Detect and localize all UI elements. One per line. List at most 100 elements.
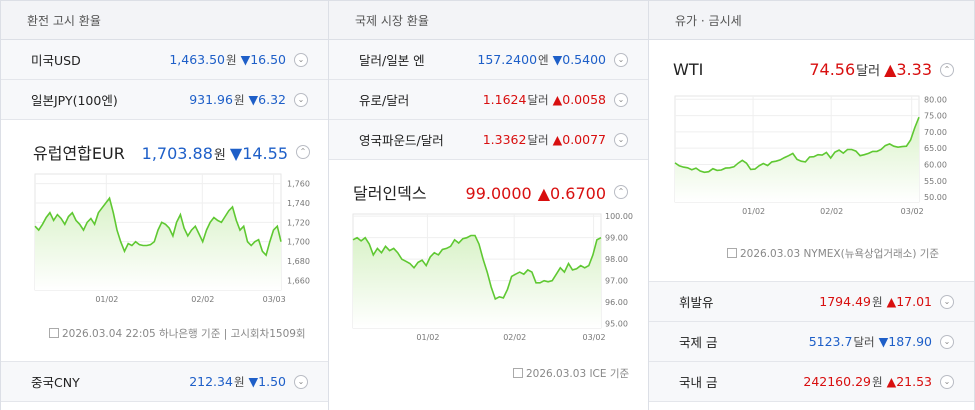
series-area <box>35 198 281 290</box>
down-arrow-icon: ▼ <box>552 52 563 67</box>
commodity-unit: 원 <box>871 294 883 309</box>
rate-change: 0.0058 <box>562 92 606 107</box>
expand-chevron-icon[interactable]: ⌄ <box>940 374 954 389</box>
y-tick-label: 100.00 <box>605 212 633 221</box>
y-tick-label: 55.00 <box>924 177 947 186</box>
up-arrow-icon: ▲ <box>884 60 897 79</box>
rate-row-cny[interactable]: 중국CNY 212.34 원 ▼ 1.50 ⌄ <box>1 362 328 402</box>
collapse-chevron-icon[interactable]: ⌃ <box>296 145 310 159</box>
featured-name: 유럽연합EUR <box>33 144 125 163</box>
commodity-name: 휘발유 <box>679 295 714 310</box>
commodity-change: 187.90 <box>888 334 932 349</box>
x-tick-label: 01/02 <box>416 333 439 342</box>
rate-name: 유로/달러 <box>359 93 410 108</box>
series-line <box>352 234 602 301</box>
rate-row-usd[interactable]: 미국USD 1,463.50 원 ▼ 16.50 ⌄ <box>1 40 328 80</box>
featured-name: 달러인덱스 <box>353 184 427 203</box>
y-tick-label: 60.00 <box>924 160 947 169</box>
x-tick-label: 03/02 <box>901 207 924 216</box>
rate-change: 0.0077 <box>562 132 606 147</box>
chart-source: 2026.03.04 22:05 하나은행 기준 | 고시회차1509회 <box>49 326 306 341</box>
source-text: 2026.03.03 ICE 기준 <box>526 368 630 380</box>
y-tick-label: 65.00 <box>924 144 947 153</box>
rate-change: 6.32 <box>258 92 286 107</box>
commodities-panel: 유가 · 금시세 WTI 74.56 달러 ▲ 3.33 ⌃ 50.00 55.00 60… <box>649 0 975 410</box>
rate-change: 1.50 <box>258 374 286 389</box>
rate-row-usdjpy[interactable]: 달러/일본 엔 157.2400 엔 ▼ 0.5400 ⌄ <box>329 40 648 80</box>
up-arrow-icon: ▲ <box>886 294 897 309</box>
y-tick-label: 96.00 <box>605 298 628 307</box>
rate-unit: 원 <box>233 92 245 107</box>
collapse-chevron-icon[interactable]: ⌃ <box>614 185 628 199</box>
expand-chevron-icon[interactable]: ⌄ <box>294 92 308 107</box>
collapse-chevron-icon[interactable]: ⌃ <box>940 62 954 77</box>
down-arrow-icon: ▼ <box>229 144 243 163</box>
rate-value: 931.96 <box>189 92 233 107</box>
series-area <box>353 235 601 328</box>
commodity-row-intl-gold[interactable]: 국제 금 5123.7 달러 ▼ 187.90 ⌄ <box>649 322 974 362</box>
rate-unit: 엔 <box>538 52 549 67</box>
dollar-index-chart: 95.00 96.00 97.00 98.00 99.00 100.00 01/02 02/0… <box>352 212 633 342</box>
expand-chevron-icon[interactable]: ⌄ <box>294 374 308 389</box>
y-tick-label: 75.00 <box>924 112 947 121</box>
expand-chevron-icon[interactable]: ⌄ <box>614 132 628 147</box>
rate-value: 212.34 <box>189 374 233 389</box>
expand-chevron-icon[interactable]: ⌄ <box>940 334 954 349</box>
up-arrow-icon: ▲ <box>552 132 563 147</box>
rate-row-gbpusd[interactable]: 영국파운드/달러 1.3362 달러 ▲ 0.0077 ⌄ <box>329 120 648 160</box>
expand-chevron-icon[interactable]: ⌄ <box>294 52 308 67</box>
rate-change: 0.5400 <box>562 52 606 67</box>
international-rate-panel: 국제 시장 환율 달러/일본 엔 157.2400 엔 ▼ 0.5400 ⌄ 유로/달… <box>329 0 649 410</box>
featured-change: 3.33 <box>896 60 932 79</box>
commodity-row-gasoline[interactable]: 휘발유 1794.49 원 ▲ 17.01 ⌄ <box>649 282 974 322</box>
rate-change: 16.50 <box>250 52 286 67</box>
up-arrow-icon: ▲ <box>537 184 551 203</box>
featured-unit: 달러 <box>856 64 881 79</box>
exchange-rate-panel: 환전 고시 환율 미국USD 1,463.50 원 ▼ 16.50 ⌄ 일본JPY(1… <box>0 0 329 410</box>
rate-row-eurusd[interactable]: 유로/달러 1.1624 달러 ▲ 0.0058 ⌄ <box>329 80 648 120</box>
commodity-unit: 원 <box>871 374 883 389</box>
expand-chevron-icon[interactable]: ⌄ <box>614 52 628 67</box>
rate-value: 157.2400 <box>477 52 538 67</box>
commodity-row-domestic-gold[interactable]: 국내 금 242160.29 원 ▲ 21.53 ⌄ <box>649 362 974 402</box>
eur-chart: 1,660 1,680 1,700 1,720 1,740 1,760 01/02 02/02… <box>34 173 310 304</box>
rate-row-jpy[interactable]: 일본JPY(100엔) 931.96 원 ▼ 6.32 ⌄ <box>1 80 328 120</box>
commodity-unit: 달러 <box>853 334 875 349</box>
y-tick-label: 98.00 <box>605 255 628 264</box>
y-tick-label: 99.00 <box>605 234 628 243</box>
featured-value: 99.0000 <box>465 184 532 203</box>
x-tick-label: 01/02 <box>742 207 765 216</box>
commodity-value: 5123.7 <box>808 334 853 349</box>
up-arrow-icon: ▲ <box>886 374 897 389</box>
series-line <box>34 196 282 257</box>
rate-name: 중국CNY <box>31 375 80 390</box>
up-arrow-icon: ▲ <box>552 92 563 107</box>
y-tick-label: 97.00 <box>605 277 628 286</box>
document-icon <box>513 368 523 378</box>
x-tick-label: 02/02 <box>191 295 214 304</box>
featured-value: 74.56 <box>809 60 856 79</box>
document-icon <box>49 328 59 338</box>
featured-value: 1,703.88 <box>141 144 213 163</box>
y-tick-label: 80.00 <box>924 95 947 104</box>
rate-name: 달러/일본 엔 <box>359 53 425 68</box>
x-tick-label: 01/02 <box>95 295 118 304</box>
panel-header: 유가 · 금시세 <box>649 0 974 40</box>
x-tick-label: 02/02 <box>820 207 843 216</box>
rate-unit: 달러 <box>527 132 549 147</box>
featured-rate-eur: 유럽연합EUR 1,703.88 원 ▼ 14.55 ⌃ 1,660 1,680 1,70… <box>1 120 328 362</box>
expand-chevron-icon[interactable]: ⌄ <box>614 92 628 107</box>
rate-name: 미국USD <box>31 53 81 68</box>
rate-value: 1.3362 <box>482 132 527 147</box>
rate-name: 영국파운드/달러 <box>359 133 444 148</box>
rate-unit: 원 <box>225 52 237 67</box>
y-tick-label: 1,760 <box>287 180 310 189</box>
expand-chevron-icon[interactable]: ⌄ <box>940 294 954 309</box>
featured-wti: WTI 74.56 달러 ▲ 3.33 ⌃ 50.00 55.00 60.00 65.00 7… <box>649 40 974 282</box>
commodity-name: 국제 금 <box>679 335 718 350</box>
rate-value: 1,463.50 <box>169 52 225 67</box>
featured-change: 0.6700 <box>550 184 606 203</box>
y-tick-label: 1,680 <box>287 257 310 266</box>
source-text: 2026.03.04 22:05 하나은행 기준 | 고시회차1509회 <box>62 328 306 340</box>
